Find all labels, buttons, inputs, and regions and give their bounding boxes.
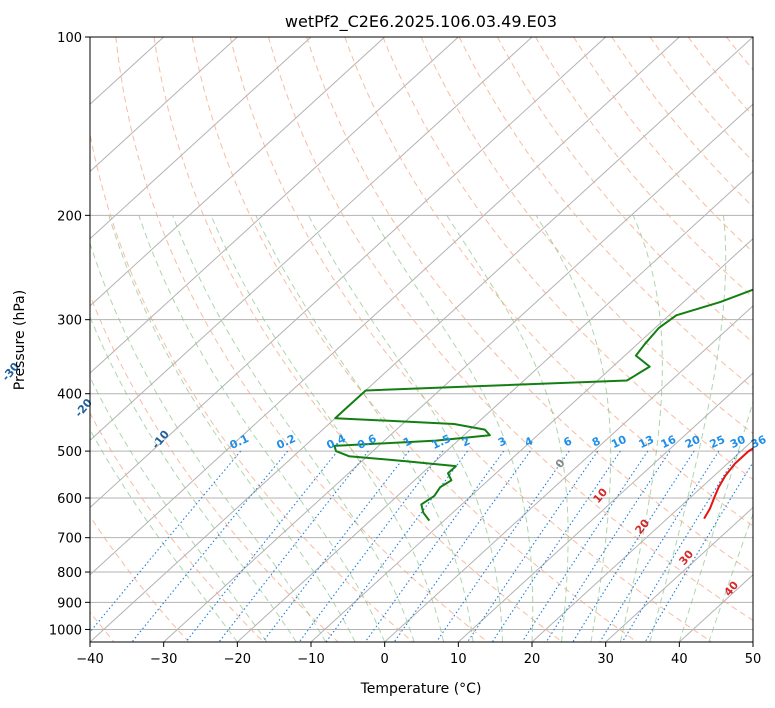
chart-title: wetPf2_C2E6.2025.106.03.49.E03 [285, 12, 557, 32]
grid-layer [90, 37, 775, 642]
y-tick-label: 300 [57, 314, 82, 329]
mixing-ratio-line [393, 450, 531, 642]
y-tick-label: 1000 [49, 623, 82, 638]
moist-adiabat-line [172, 215, 415, 642]
dry-adiabat-line [573, 37, 753, 253]
mixing-ratio-label: 25 [708, 433, 727, 451]
mixing-ratio-line [325, 450, 468, 642]
mixing-ratio-line [599, 450, 720, 642]
isotherm-line [163, 103, 753, 642]
y-tick-label: 600 [57, 492, 82, 507]
isotherm-line [90, 37, 386, 307]
moist-adiabat-line [255, 215, 474, 642]
y-tick-label: 100 [57, 31, 82, 46]
mixing-ratio-line [218, 450, 369, 642]
dry-adiabat-line [535, 37, 753, 298]
isotherm-line [752, 641, 753, 642]
isotherm-line [90, 37, 533, 442]
isotherm-line [90, 37, 312, 240]
x-axis-title: Temperature (°C) [360, 681, 482, 697]
mixing-ratio-line [621, 450, 740, 642]
mixing-ratio-line [467, 450, 599, 642]
dry-adiabat-line [153, 37, 563, 642]
x-tick-label: 50 [745, 652, 762, 667]
isotherm-line [457, 372, 753, 642]
mixing-ratio-label: 30 [728, 433, 748, 451]
x-tick-label: −40 [76, 652, 103, 667]
moist-adiabat-line [308, 215, 503, 642]
y-tick-label: 700 [57, 532, 82, 547]
mixing-ratio-label: 20 [683, 433, 703, 451]
x-tick-label: −20 [224, 652, 251, 667]
x-tick-label: 0 [381, 652, 389, 667]
dry-adiabat-line [382, 37, 753, 481]
moist-adiabat-line [90, 241, 327, 642]
mixing-ratio-line [185, 450, 339, 642]
isotherm-line [236, 170, 753, 642]
moist-adiabat-line [446, 215, 569, 642]
moist-adiabat-line [108, 215, 356, 642]
temperature-profile-line [703, 447, 753, 520]
plot-frame [89, 36, 754, 643]
dry-adiabat-line [344, 37, 753, 527]
moist-adiabat-line [90, 315, 297, 642]
dry-adiabat-line [306, 37, 753, 574]
dewpoint-profile-line [333, 288, 753, 522]
y-tick-label: 500 [57, 445, 82, 460]
moist-adiabat-line [210, 215, 445, 642]
mixing-ratio-line [491, 450, 621, 642]
dry-adiabat-line [268, 37, 753, 622]
isotherm-line [310, 237, 753, 642]
series-layer [333, 288, 753, 522]
mixing-ratio-line [298, 450, 444, 642]
isotherm-line [90, 37, 459, 374]
dry-adiabat-line [191, 37, 638, 642]
mixing-ratio-line [131, 450, 289, 642]
isotherm-line [605, 506, 753, 642]
dry-adiabat-line [420, 37, 753, 435]
isotherm-line [90, 37, 680, 576]
dry-adiabat-line [765, 37, 775, 642]
isotherm-line [90, 37, 238, 173]
x-tick-label: −10 [297, 652, 324, 667]
isotherm-line [90, 37, 753, 642]
isotherm-line [90, 37, 607, 509]
x-tick-label: 20 [524, 652, 541, 667]
mixing-ratio-line [90, 450, 242, 633]
y-tick-label: 800 [57, 566, 82, 581]
moist-adiabat-line [138, 215, 386, 642]
dry-adiabat-line [90, 412, 264, 642]
mixing-ratio-label: 13 [637, 433, 656, 451]
x-tick-label: 30 [597, 652, 614, 667]
x-tick-label: 10 [450, 652, 467, 667]
isotherm-line [531, 439, 753, 642]
mixing-ratio-line [521, 450, 649, 642]
moist-adiabat-line [619, 215, 663, 642]
y-axis-title: Pressure (hPa) [12, 290, 28, 390]
axis-layer: −40 −30 −20 −10 0 10 20 30 40 50 100 200 300 400 500 60… [49, 31, 761, 667]
y-tick-label: 900 [57, 596, 82, 611]
x-tick-label: −30 [150, 652, 177, 667]
dry-adiabat-line [90, 131, 414, 642]
y-tick-label: 200 [57, 209, 82, 224]
moist-adiabat-line [370, 215, 534, 642]
mixing-ratio-line [644, 461, 753, 642]
dry-adiabat-line [90, 293, 339, 642]
dry-adiabat-line [115, 37, 488, 642]
x-tick-label: 40 [671, 652, 688, 667]
isotherm-line [384, 305, 753, 642]
dry-adiabat-line [229, 37, 712, 642]
moist-adiabat-line [678, 399, 753, 642]
y-tick-label: 400 [57, 388, 82, 403]
mixing-ratio-label: 10 [609, 433, 629, 451]
mixing-ratio-line [435, 450, 570, 642]
mixing-ratio-label: 36 [749, 433, 769, 451]
mixing-ratio-label: 16 [659, 433, 679, 451]
